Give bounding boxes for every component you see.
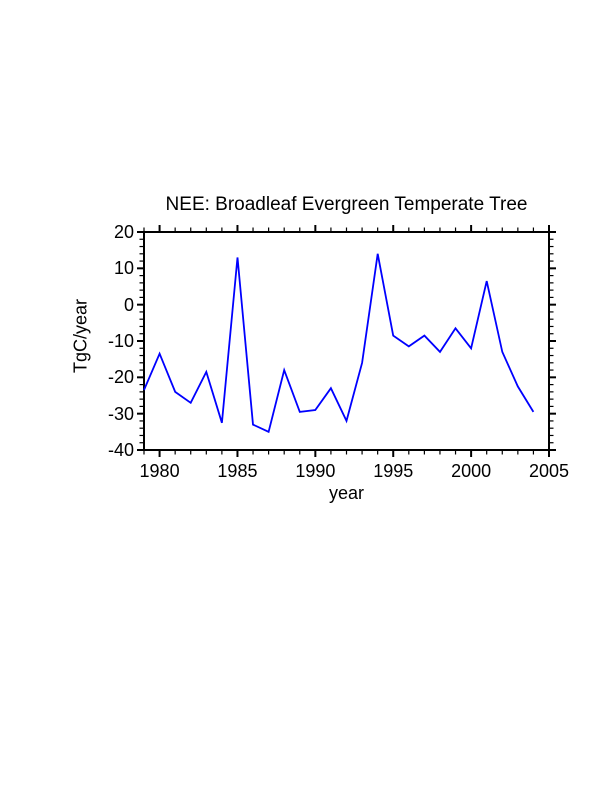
x-tick-label: 1990: [295, 461, 336, 481]
y-tick-label: -20: [107, 367, 134, 388]
nee-series-line: [143, 253, 535, 434]
chart-title: NEE: Broadleaf Evergreen Temperate Tree: [165, 194, 528, 215]
y-tick-label: -30: [107, 403, 134, 424]
x-tick-label: 2005: [528, 461, 570, 481]
y-tick-label: 0: [123, 294, 134, 315]
x-tick-label: 2000: [451, 461, 492, 481]
x-tick-label: 1980: [139, 461, 180, 481]
y-tick-label: 20: [113, 222, 134, 242]
y-tick-label: -40: [107, 440, 134, 460]
y-tick-label: -10: [107, 331, 134, 351]
plot-frame: [143, 231, 550, 451]
axis-major-ticks: [137, 225, 556, 457]
x-tick-label: 1985: [217, 461, 258, 481]
x-axis-title: year: [328, 483, 364, 503]
x-tick-label: 1995: [373, 461, 414, 481]
y-tick-label: 10: [113, 258, 134, 279]
